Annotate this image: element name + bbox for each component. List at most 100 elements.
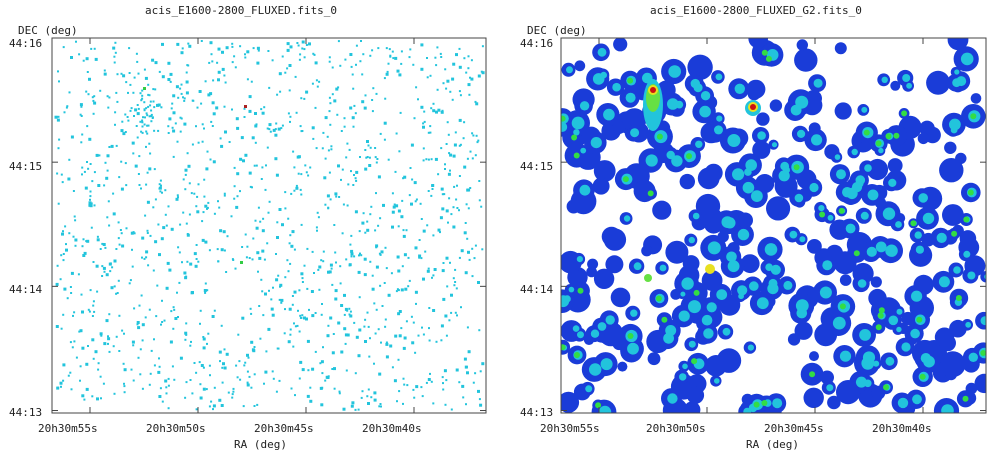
event-pixel (320, 259, 323, 262)
event-pixel (241, 316, 245, 320)
smoothed-blob (901, 342, 911, 352)
event-pixel (148, 94, 151, 97)
event-pixel (248, 375, 251, 378)
event-pixel (402, 234, 406, 238)
event-pixel (387, 62, 390, 65)
event-pixel (450, 293, 453, 297)
event-pixel (79, 365, 82, 368)
event-pixel (185, 381, 188, 384)
smoothed-blob (974, 373, 986, 394)
event-pixel (462, 137, 465, 140)
event-pixel (222, 230, 226, 234)
smoothed-blob (797, 129, 806, 138)
event-pixel (120, 187, 124, 191)
smoothed-blob (761, 49, 768, 56)
event-pixel (141, 236, 145, 240)
event-pixel (315, 79, 318, 82)
smoothed-blob (579, 184, 591, 196)
event-pixel (328, 96, 331, 99)
event-pixel (292, 150, 295, 153)
event-pixel (206, 207, 208, 210)
event-pixel (231, 396, 234, 399)
event-pixel (82, 59, 85, 62)
event-pixel (95, 153, 99, 157)
event-pixel (113, 392, 116, 395)
smoothed-blob (589, 363, 602, 376)
event-pixel (182, 178, 185, 181)
event-pixel (266, 127, 269, 130)
event-pixel (355, 335, 359, 339)
event-pixel (443, 193, 446, 196)
event-pixel (367, 325, 370, 328)
smoothed-blob (656, 133, 663, 140)
event-pixel (366, 140, 369, 143)
event-pixel (172, 111, 176, 115)
event-pixel (233, 185, 236, 188)
event-pixel (291, 230, 295, 234)
event-pixel (191, 143, 194, 146)
event-pixel (159, 190, 162, 193)
smoothed-blob (617, 361, 628, 372)
event-pixel (132, 379, 135, 382)
event-pixel (460, 249, 464, 253)
event-pixel (261, 249, 265, 253)
event-pixel (289, 115, 292, 118)
event-pixel (359, 252, 361, 255)
event-pixel (258, 256, 262, 260)
event-pixel (427, 378, 431, 381)
event-pixel (123, 382, 125, 385)
event-pixel (375, 92, 378, 95)
event-pixel (339, 265, 342, 268)
event-pixel (289, 333, 292, 336)
event-pixel (123, 391, 126, 394)
event-pixel (177, 196, 179, 199)
event-pixel (266, 146, 269, 149)
event-pixel (396, 288, 399, 291)
event-pixel (434, 56, 437, 59)
event-pixel (287, 112, 290, 115)
event-pixel (144, 316, 147, 319)
smoothed-blob (863, 129, 870, 136)
event-pixel (270, 307, 274, 311)
event-pixel (212, 408, 214, 411)
event-pixel (142, 116, 144, 119)
event-pixel (466, 371, 469, 375)
event-pixel (232, 387, 235, 390)
event-pixel (256, 403, 259, 406)
x-tick-label: 20h30m55s (38, 422, 98, 435)
event-pixel (89, 195, 92, 198)
event-pixel (244, 153, 248, 157)
event-pixel (255, 226, 259, 230)
smoothed-blob (767, 283, 779, 295)
event-pixel (124, 162, 127, 165)
event-pixel (140, 99, 143, 102)
event-pixel (349, 243, 352, 246)
event-pixel (370, 396, 373, 399)
event-pixel (471, 132, 474, 135)
event-pixel (184, 173, 187, 176)
smoothed-blob (704, 214, 724, 234)
event-pixel (370, 205, 373, 208)
event-pixel (83, 398, 86, 401)
event-pixel (331, 93, 334, 96)
event-pixel (360, 254, 363, 257)
event-pixel (148, 142, 151, 145)
event-pixel (96, 235, 99, 238)
event-pixel (129, 279, 132, 282)
event-pixel (278, 72, 282, 76)
event-pixel (161, 299, 163, 302)
left-image-plot (51, 37, 487, 414)
smoothed-blob (585, 385, 593, 393)
event-pixel (478, 180, 481, 182)
event-pixel (265, 164, 267, 167)
source-core (650, 87, 656, 93)
event-pixel (81, 133, 84, 136)
event-pixel (250, 80, 253, 83)
event-pixel (293, 166, 296, 169)
smoothed-blob (645, 154, 658, 167)
event-pixel (88, 201, 92, 205)
event-pixel (95, 264, 99, 268)
smoothed-blob (655, 295, 662, 302)
event-pixel (450, 213, 453, 216)
event-pixel (478, 398, 481, 401)
